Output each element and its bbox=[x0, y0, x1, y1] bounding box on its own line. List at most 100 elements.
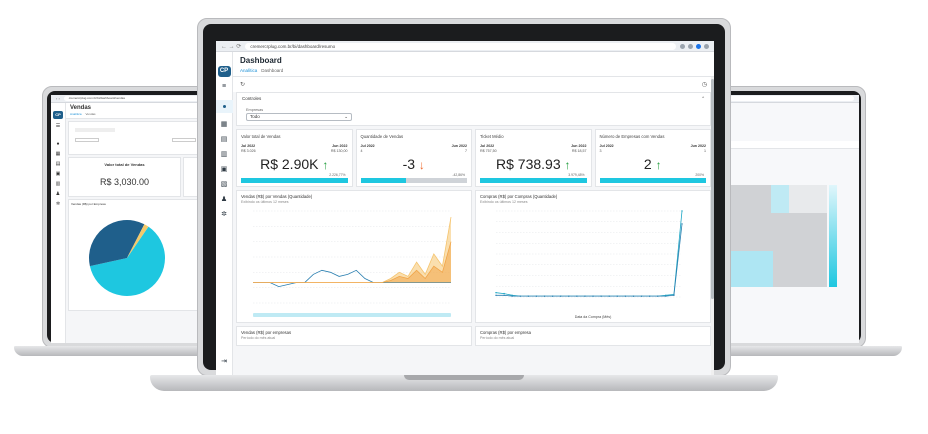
kpi-progress-bar bbox=[241, 178, 348, 183]
bottom-cards: Vendas (R$) por empresas Período do mês … bbox=[236, 326, 711, 346]
date-start-field[interactable] bbox=[75, 138, 99, 142]
kpi-value: 2 bbox=[643, 156, 652, 172]
vendas-area-chart bbox=[253, 210, 452, 317]
menu-icon[interactable]: ☰ bbox=[55, 123, 61, 129]
grid-icon[interactable]: ▦ bbox=[220, 121, 228, 128]
line-series-2 bbox=[253, 241, 452, 283]
back-icon[interactable]: ‹ › bbox=[56, 96, 60, 101]
line-series-1 bbox=[496, 223, 683, 297]
main-content: Dashboard Analítica Dashboard ↻ ◷ Contro… bbox=[233, 52, 714, 375]
clipboard-icon[interactable]: ▥ bbox=[220, 151, 228, 158]
compras-empresas-title: Compras (R$) por empresa bbox=[480, 330, 531, 335]
collapse-icon[interactable]: ⌃ bbox=[701, 96, 705, 101]
empresas-value: Todo bbox=[250, 114, 260, 119]
trackpad-notch bbox=[404, 375, 524, 380]
arrow-up-icon: ↑ bbox=[564, 158, 571, 172]
kpi-right-value: 7 bbox=[465, 149, 467, 153]
users-icon[interactable]: ♟ bbox=[55, 191, 61, 197]
scroll-thumb[interactable] bbox=[711, 79, 714, 299]
report-icon[interactable]: ▧ bbox=[220, 181, 228, 188]
breadcrumb-dashboard: Dashboard bbox=[261, 68, 284, 73]
left-sidebar: CP ☰ ● ▦ ▤ ▣ ▥ ♟ ✲ bbox=[51, 103, 66, 343]
back-forward-icon[interactable]: ← → ⟳ bbox=[221, 43, 242, 50]
logout-icon[interactable]: ⇥ bbox=[221, 358, 227, 365]
extension-icon[interactable] bbox=[680, 43, 685, 49]
kpi-title: Número de Empresas com Vendas bbox=[599, 134, 665, 139]
left-chart-title: Vendas (R$) por Empresa bbox=[71, 202, 106, 206]
folder-icon[interactable]: ▣ bbox=[55, 171, 61, 177]
kpi-progress-fill bbox=[480, 178, 587, 183]
kpi-left-value: R$ 3.026 bbox=[241, 149, 256, 153]
address-bar[interactable]: cremercrplug.com.br/bi/dashboard/resumo bbox=[245, 42, 676, 50]
right-laptop-base bbox=[700, 346, 902, 356]
kpi-right-period: Jun 2022 bbox=[690, 144, 706, 148]
kpi-card: Número de Empresas com Vendas Jul 2022 Jun… bbox=[594, 129, 711, 187]
charts-row: Vendas (R$) por Vendas (Quantidade) Exib… bbox=[236, 190, 711, 323]
kpi-row: Valor total de Vendas Jul 2022 Jun 2022 R$ … bbox=[236, 129, 711, 187]
kpi-left-value: 4 bbox=[360, 149, 363, 153]
chevron-down-icon: ⌄ bbox=[344, 114, 348, 119]
users-icon[interactable]: ♟ bbox=[220, 196, 228, 203]
right-laptop bbox=[716, 86, 866, 348]
menu-dots-icon[interactable] bbox=[704, 43, 709, 49]
left-kpi-card: Valor total de Vendas R$ 3,030.00 bbox=[68, 157, 181, 197]
logo: CP bbox=[217, 66, 231, 77]
center-screen: ← → ⟳ cremercrplug.com.br/bi/dashboard/r… bbox=[216, 41, 714, 375]
kpi-left-period: Jul 2022 bbox=[599, 144, 614, 148]
logo: CP bbox=[53, 111, 63, 119]
compras-empresas-card: Compras (R$) por empresa Período do mês … bbox=[475, 326, 711, 346]
timer-icon[interactable]: ◷ bbox=[701, 82, 707, 88]
chart-icon[interactable]: ▥ bbox=[55, 181, 61, 187]
kpi-percent: 2.226,77% bbox=[329, 173, 346, 177]
left-laptop-base bbox=[14, 346, 228, 356]
refresh-icon[interactable]: ↻ bbox=[240, 82, 246, 88]
pie-slice bbox=[127, 224, 149, 258]
left-url[interactable]: cremercrplug.com.br/bi/dashboard/vendas bbox=[63, 96, 200, 101]
vendas-empresas-subtitle: Período do mês atual bbox=[241, 336, 276, 340]
kpi-card: Valor total de Vendas Jul 2022 Jun 2022 R$ … bbox=[236, 129, 353, 187]
kpi-progress-fill bbox=[599, 178, 706, 183]
settings-icon[interactable]: ✲ bbox=[221, 211, 227, 218]
pie-slice bbox=[89, 220, 145, 267]
kpi-value: -3 bbox=[402, 156, 416, 172]
grid-icon[interactable]: ▦ bbox=[55, 151, 61, 157]
left-pie-card: Vendas (R$) por Empresa bbox=[68, 199, 203, 311]
kpi-percent: -42,86% bbox=[452, 173, 465, 177]
compras-empresas-subtitle: Período do mês atual bbox=[480, 336, 515, 340]
kpi-left-period: Jul 2022 bbox=[480, 144, 495, 148]
empresas-select[interactable]: Todo ⌄ bbox=[246, 113, 352, 121]
vendas-chart-title: Vendas (R$) por Vendas (Quantidade) bbox=[241, 194, 313, 199]
vendas-empresas-card: Vendas (R$) por empresas Período do mês … bbox=[236, 326, 472, 346]
kpi-right-value: R$ 130,00 bbox=[330, 149, 348, 153]
range-slider bbox=[253, 313, 451, 317]
kpi-value: R$ 738.93 bbox=[496, 156, 561, 172]
page-title: Dashboard bbox=[240, 56, 282, 65]
arrow-up-icon: ↑ bbox=[655, 158, 662, 172]
folders-icon[interactable]: ▣ bbox=[220, 166, 228, 173]
breadcrumb-vendas[interactable]: Vendas bbox=[85, 112, 96, 116]
kpi-progress-bar bbox=[599, 178, 706, 183]
kpi-progress-fill bbox=[241, 178, 348, 183]
date-end-field[interactable] bbox=[172, 138, 196, 142]
page-header: Dashboard Analítica Dashboard bbox=[233, 52, 714, 77]
profile-icon[interactable] bbox=[696, 43, 701, 49]
sidebar-item-home[interactable] bbox=[216, 100, 233, 113]
right-screen bbox=[725, 95, 859, 343]
left-kpi-title: Valor total de Vendas bbox=[104, 162, 145, 167]
doc-icon[interactable]: ▤ bbox=[55, 161, 61, 167]
scrollbar[interactable] bbox=[711, 77, 714, 375]
dashboard-icon[interactable]: ● bbox=[56, 141, 60, 147]
tabs[interactable] bbox=[75, 128, 115, 132]
breadcrumb-analitica[interactable]: Analítica bbox=[70, 112, 82, 116]
kpi-left-value: R$ 757,50 bbox=[480, 149, 497, 153]
kpi-left-value: 3 bbox=[599, 149, 602, 153]
settings-icon[interactable]: ✲ bbox=[55, 201, 61, 207]
star-icon[interactable] bbox=[688, 43, 693, 49]
kpi-right-value: 1 bbox=[704, 149, 706, 153]
menu-icon[interactable]: ≡ bbox=[221, 83, 227, 90]
kpi-card: Quantidade de Vendas Jul 2022 Jun 2022 4 7 -3… bbox=[355, 129, 472, 187]
kpi-title: Ticket Médio bbox=[480, 134, 504, 139]
document-icon[interactable]: ▤ bbox=[220, 136, 228, 143]
breadcrumb-analitica[interactable]: Analítica bbox=[240, 68, 258, 73]
toolbar: ↻ ◷ bbox=[233, 77, 714, 92]
